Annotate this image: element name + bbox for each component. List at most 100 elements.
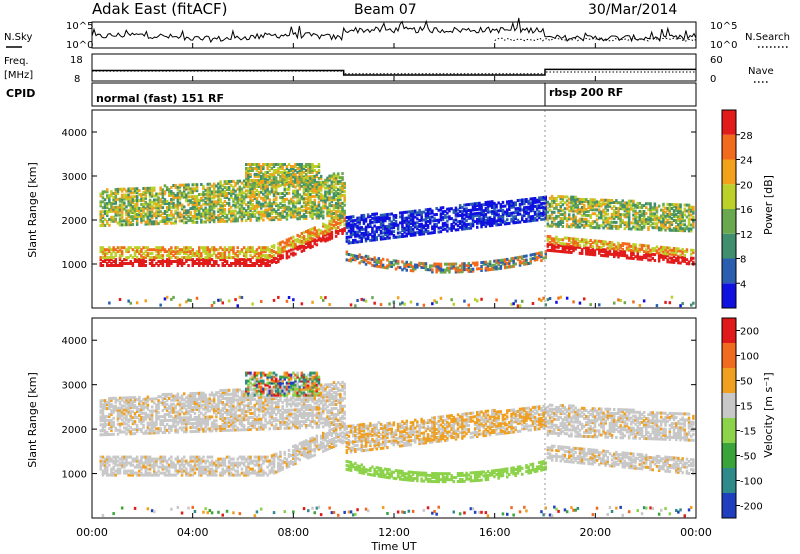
range-gate-cell xyxy=(272,298,276,302)
range-gate-cell xyxy=(675,215,678,219)
range-gate-cell xyxy=(219,256,222,260)
range-gate-cell xyxy=(217,214,220,218)
range-gate-cell xyxy=(240,215,244,219)
range-gate-cell xyxy=(161,248,165,252)
range-gate-cell xyxy=(668,203,672,206)
range-gate-cell xyxy=(309,214,312,218)
range-gate-cell xyxy=(212,264,216,267)
range-gate-cell xyxy=(657,228,661,232)
range-gate-cell xyxy=(366,237,370,241)
range-gate-cell xyxy=(422,218,426,222)
range-gate-cell xyxy=(354,222,357,226)
range-gate-cell xyxy=(170,201,173,205)
range-gate-cell xyxy=(371,212,374,216)
range-gate-cell xyxy=(437,226,440,230)
range-gate-cell xyxy=(247,211,250,215)
range-gate-cell xyxy=(309,182,312,186)
range-gate-cell xyxy=(486,202,490,206)
range-gate-cell xyxy=(604,206,607,210)
range-gate-cell xyxy=(557,195,560,199)
range-gate-cell xyxy=(501,204,505,208)
range-gate-cell xyxy=(433,213,436,217)
range-gate-cell xyxy=(311,195,314,198)
range-gate-cell xyxy=(585,246,588,250)
range-gate-cell xyxy=(264,204,267,208)
range-gate-cell xyxy=(651,247,654,250)
range-gate-cell xyxy=(685,215,689,219)
range-gate-cell xyxy=(456,220,460,224)
range-gate-cell xyxy=(108,405,111,408)
range-gate-cell xyxy=(165,200,169,203)
range-gate-cell xyxy=(347,258,351,262)
range-gate-cell xyxy=(439,216,443,220)
range-gate-cell xyxy=(172,203,175,207)
range-gate-cell xyxy=(142,208,145,212)
range-gate-cell xyxy=(334,202,338,205)
range-gate-cell xyxy=(375,228,378,232)
range-gate-cell xyxy=(595,200,599,204)
range-gate-cell xyxy=(595,222,599,226)
range-gate-cell xyxy=(503,222,507,226)
range-gate-cell xyxy=(619,213,622,217)
range-gate-cell xyxy=(420,232,423,236)
range-gate-cell xyxy=(118,262,122,265)
range-gate-cell xyxy=(565,246,569,250)
range-gate-cell xyxy=(675,247,678,251)
range-gate-cell xyxy=(313,198,316,202)
range-gate-cell xyxy=(275,202,278,206)
range-gate-cell xyxy=(570,197,573,201)
range-gate-cell xyxy=(548,241,552,244)
range-gate-cell xyxy=(606,250,609,254)
range-gate-cell xyxy=(108,399,111,402)
range-gate-cell xyxy=(576,197,580,201)
range-gate-cell xyxy=(653,218,657,222)
range-gate-cell xyxy=(219,198,222,202)
range-gate-cell xyxy=(165,206,169,209)
range-gate-cell xyxy=(108,246,111,250)
range-gate-cell xyxy=(161,206,165,210)
range-gate-cell xyxy=(131,215,135,219)
range-gate-cell xyxy=(309,189,312,193)
range-gate-cell xyxy=(138,199,141,202)
range-gate-cell xyxy=(193,254,197,258)
range-gate-cell xyxy=(281,174,284,178)
range-gate-cell xyxy=(309,170,312,174)
range-gate-cell xyxy=(486,204,490,208)
range-gate-cell xyxy=(183,221,186,225)
range-gate-cell xyxy=(364,233,368,237)
range-gate-cell xyxy=(144,299,147,303)
range-gate-cell xyxy=(625,246,629,250)
range-gate-cell xyxy=(544,207,547,211)
range-gate-cell xyxy=(112,512,115,516)
range-gate-cell xyxy=(604,220,607,224)
range-gate-cell xyxy=(516,208,520,212)
range-gate-cell xyxy=(591,204,595,208)
range-gate-cell xyxy=(409,231,413,235)
range-gate-cell xyxy=(99,405,102,409)
range-gate-cell xyxy=(99,461,102,465)
range-gate-cell xyxy=(138,260,141,263)
range-gate-cell xyxy=(185,195,188,199)
range-gate-cell xyxy=(523,214,526,218)
range-gate-cell xyxy=(687,211,691,215)
range-gate-cell xyxy=(615,249,618,253)
range-gate-cell xyxy=(260,262,263,265)
range-gate-cell xyxy=(234,217,237,221)
range-gate-cell xyxy=(144,222,147,226)
range-gate-cell xyxy=(172,250,175,254)
range-gate-cell xyxy=(219,182,222,186)
colorbar-swatch xyxy=(722,159,736,185)
range-gate-cell xyxy=(135,258,139,262)
range-gate-cell xyxy=(281,248,284,252)
range-gate-cell xyxy=(110,219,113,223)
range-gate-cell xyxy=(285,165,289,168)
range-gate-cell xyxy=(452,210,455,214)
range-gate-cell xyxy=(632,203,635,207)
range-gate-cell xyxy=(193,212,197,216)
range-gate-cell xyxy=(651,226,654,230)
range-gate-cell xyxy=(234,260,237,263)
range-gate-cell xyxy=(386,224,389,228)
range-gate-cell xyxy=(108,397,111,400)
range-gate-cell xyxy=(150,192,154,196)
range-gate-cell xyxy=(574,239,577,243)
